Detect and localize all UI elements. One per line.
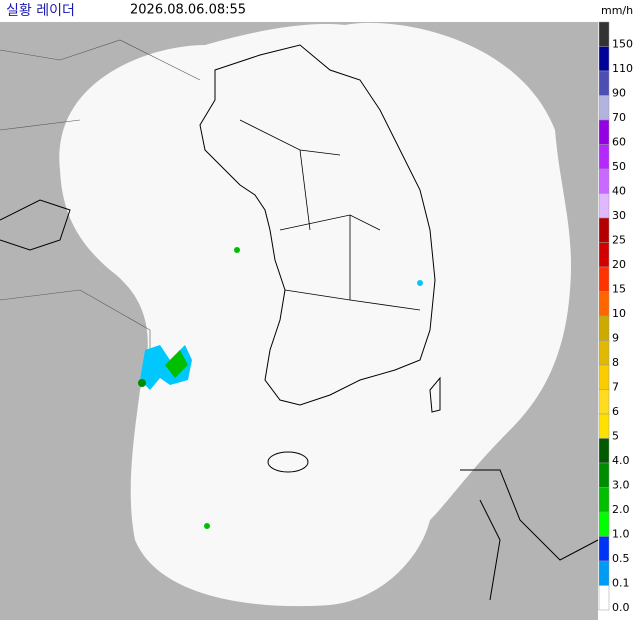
legend-label: 20 <box>612 258 626 271</box>
legend-label: 4.0 <box>612 454 630 467</box>
legend-label: 0.5 <box>612 552 630 565</box>
legend-label: 90 <box>612 87 626 100</box>
legend-label: 2.0 <box>612 503 630 516</box>
grid-lines <box>0 39 201 350</box>
legend-label: 30 <box>612 209 626 222</box>
legend-swatch <box>598 266 610 292</box>
legend-swatch <box>598 168 610 194</box>
unit: mm/h <box>601 4 633 17</box>
legend-swatch <box>598 70 610 96</box>
legend-swatch <box>598 487 610 513</box>
legend-swatch <box>598 193 610 219</box>
legend-swatch <box>598 585 610 611</box>
legend-swatch <box>598 340 610 366</box>
legend-swatch <box>598 389 610 415</box>
peninsula-outline <box>199 44 436 406</box>
legend-label: 9 <box>612 332 619 345</box>
legend-label: 6 <box>612 405 619 418</box>
legend-swatch <box>598 364 610 390</box>
radar-coverage <box>59 22 572 607</box>
legend-label: 3.0 <box>612 479 630 492</box>
legend-label: 0.0 <box>612 601 630 614</box>
legend-label: 10 <box>612 307 626 320</box>
legend-swatch <box>598 413 610 439</box>
legend-label: 60 <box>612 136 626 149</box>
legend: 150 110 90 70 60 50 40 30 25 20 15 10 9 8 7 6 5 4.0 3.0 2.0… <box>598 21 633 614</box>
legend-label: 50 <box>612 160 626 173</box>
legend-label: 25 <box>612 234 626 247</box>
legend-swatch <box>598 462 610 488</box>
legend-swatch <box>598 119 610 145</box>
echo <box>417 280 423 286</box>
echo <box>234 247 240 253</box>
header-bar <box>0 0 635 22</box>
legend-swatch <box>598 217 610 243</box>
legend-label: 1.0 <box>612 528 630 541</box>
echo <box>138 379 146 387</box>
echo <box>165 350 188 378</box>
rain-echoes <box>138 247 423 529</box>
legend-label: 40 <box>612 185 626 198</box>
jeju <box>267 451 309 473</box>
title: 실황 레이더 <box>6 3 75 19</box>
legend-swatch <box>598 242 610 268</box>
legend-swatch <box>598 511 610 537</box>
legend-label: 7 <box>612 381 619 394</box>
province-borders <box>239 119 421 311</box>
island <box>429 376 441 413</box>
legend-swatch <box>598 95 610 121</box>
legend-swatch <box>598 46 610 72</box>
japan-coast <box>460 469 599 601</box>
echo <box>204 523 210 529</box>
legend-swatch <box>598 291 610 317</box>
legend-label: 8 <box>612 356 619 369</box>
legend-swatch <box>598 536 610 562</box>
legend-swatch <box>598 144 610 170</box>
map <box>0 22 599 620</box>
legend-swatch <box>598 438 610 464</box>
legend-label: 70 <box>612 111 626 124</box>
legend-swatch <box>598 560 610 586</box>
legend-swatch <box>598 315 610 341</box>
legend-swatch <box>598 21 610 47</box>
china-coast <box>0 199 71 251</box>
legend-label: 110 <box>612 62 633 75</box>
legend-label: 0.1 <box>612 577 630 590</box>
legend-label: 15 <box>612 283 626 296</box>
time: 2026.08.06.08:55 <box>130 3 246 18</box>
legend-label: 5 <box>612 430 619 443</box>
legend-label: 150 <box>612 38 633 51</box>
